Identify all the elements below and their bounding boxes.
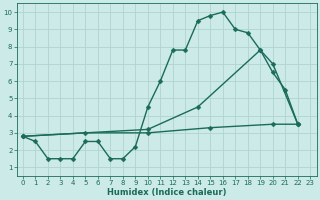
X-axis label: Humidex (Indice chaleur): Humidex (Indice chaleur) [107,188,226,197]
